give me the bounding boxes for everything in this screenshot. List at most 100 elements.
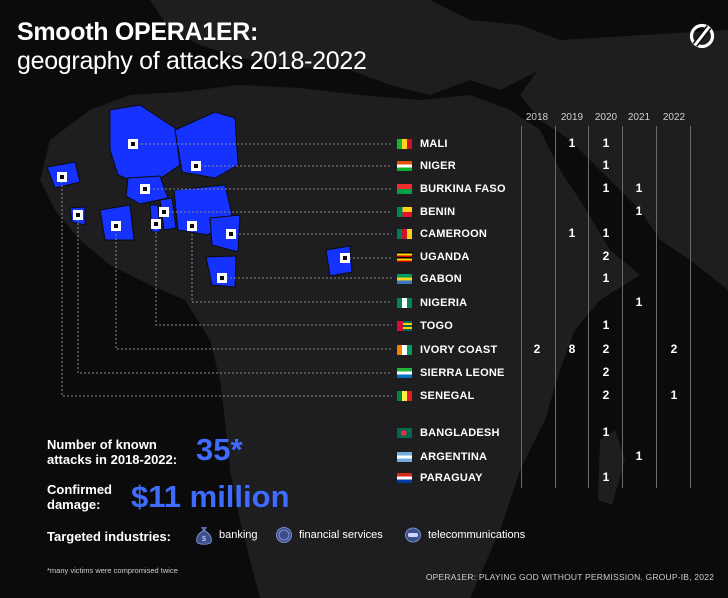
- country-row: TOGO: [397, 318, 453, 334]
- column-divider: [656, 126, 657, 488]
- country-row: ARGENTINA: [397, 449, 487, 465]
- year-2018: 2018: [525, 112, 549, 123]
- attack-count-cell: 1: [602, 425, 610, 439]
- togo-flag-icon: [397, 321, 412, 331]
- country-row: PARAGUAY: [397, 470, 483, 486]
- country-row: MALI: [397, 136, 448, 152]
- column-divider: [622, 126, 623, 488]
- year-2020: 2020: [594, 112, 618, 123]
- region-cameroon: [209, 214, 241, 253]
- country-row: GABON: [397, 271, 462, 287]
- country-row: SENEGAL: [397, 388, 475, 404]
- title-line-1: Smooth OPERA1ER:: [17, 18, 259, 46]
- country-row: UGANDA: [397, 249, 469, 265]
- attack-count-cell: 1: [602, 226, 610, 240]
- gabon-flag-icon: [397, 274, 412, 284]
- country-row: BURKINA FASO: [397, 181, 506, 197]
- attack-count-cell: 2: [533, 342, 541, 356]
- attack-count-cell: 2: [602, 249, 610, 263]
- paraguay-flag-icon: [397, 473, 412, 483]
- year-2021: 2021: [627, 112, 651, 123]
- country-name: ARGENTINA: [420, 451, 488, 463]
- country-name: CAMEROON: [420, 228, 487, 240]
- country-row: NIGERIA: [397, 295, 467, 311]
- attack-count-cell: 1: [602, 271, 610, 285]
- burkina-flag-icon: [397, 184, 412, 194]
- leader-line-senegal: [61, 177, 392, 397]
- ivory-flag-icon: [397, 345, 412, 355]
- damage-label: Confirmed damage:: [47, 482, 112, 512]
- attacks-value: 35*: [196, 432, 243, 467]
- attack-count-cell: 2: [670, 342, 678, 356]
- country-name: BURKINA FASO: [420, 183, 506, 195]
- country-name: IVORY COAST: [420, 344, 498, 356]
- attack-count-cell: 1: [602, 158, 610, 172]
- attack-count-cell: 1: [635, 449, 643, 463]
- column-divider: [521, 126, 522, 488]
- damage-value: $11 million: [131, 479, 290, 514]
- bangladesh-flag-icon: [397, 428, 412, 438]
- country-row: BENIN: [397, 204, 455, 220]
- leader-line-togo: [155, 224, 392, 326]
- country-row: IVORY COAST: [397, 342, 497, 358]
- country-row: NIGER: [397, 158, 456, 174]
- industry-banking: $ banking: [195, 524, 258, 546]
- attack-count-cell: 1: [602, 181, 610, 195]
- europe-landmass: [150, 0, 560, 95]
- industry-label: telecommunications: [428, 529, 526, 541]
- industry-financial-services: financial services: [275, 524, 383, 546]
- column-divider: [588, 126, 589, 488]
- country-row: CAMEROON: [397, 226, 487, 242]
- attack-count-cell: 2: [602, 388, 610, 402]
- nigeria-flag-icon: [397, 298, 412, 308]
- sierra-flag-icon: [397, 368, 412, 378]
- map-markers: [57, 139, 350, 283]
- country-name: NIGERIA: [420, 297, 468, 309]
- source-credit: OPERA1ER: PLAYING GOD WITHOUT PERMISSION…: [425, 572, 714, 582]
- attack-count-cell: 1: [670, 388, 678, 402]
- argentina-flag-icon: [397, 452, 412, 462]
- svg-text:$: $: [202, 536, 206, 543]
- country-row: SIERRA LEONE: [397, 365, 505, 381]
- leader-lines: [61, 143, 392, 397]
- leader-line-sierra: [77, 215, 392, 374]
- year-2019: 2019: [560, 112, 584, 123]
- industry-label: financial services: [299, 529, 383, 541]
- country-name: BENIN: [420, 206, 456, 218]
- country-name: PARAGUAY: [420, 472, 483, 484]
- leader-line-nigeria: [191, 226, 392, 303]
- country-name: NIGER: [420, 160, 456, 172]
- country-row: BANGLADESH: [397, 425, 500, 441]
- mali-flag-icon: [397, 139, 412, 149]
- attack-count-cell: 8: [568, 342, 576, 356]
- middle-east-landmass: [520, 30, 728, 290]
- uganda-flag-icon: [397, 252, 412, 262]
- phone-icon: [405, 527, 421, 543]
- attack-count-cell: 1: [568, 136, 576, 150]
- region-niger: [174, 111, 239, 179]
- attack-count-cell: 2: [602, 365, 610, 379]
- footnote: *many victims were compromised twice: [47, 566, 178, 575]
- benin-flag-icon: [397, 207, 412, 217]
- country-name: BANGLADESH: [420, 427, 500, 439]
- attack-count-cell: 1: [602, 318, 610, 332]
- attacks-label: Number of known attacks in 2018-2022:: [47, 437, 178, 467]
- attack-count-cell: 1: [635, 204, 643, 218]
- cameroon-flag-icon: [397, 229, 412, 239]
- attack-count-cell: 1: [568, 226, 576, 240]
- madagascar-landmass: [598, 430, 625, 505]
- attack-count-cell: 2: [602, 342, 610, 356]
- page-title: Smooth OPERA1ER: geography of attacks 20…: [17, 18, 367, 76]
- country-name: SIERRA LEONE: [420, 367, 505, 379]
- senegal-flag-icon: [397, 391, 412, 401]
- column-divider: [690, 126, 691, 488]
- niger-flag-icon: [397, 161, 412, 171]
- country-name: UGANDA: [420, 251, 470, 263]
- coin-icon: [276, 527, 292, 543]
- title-line-2: geography of attacks 2018-2022: [17, 47, 367, 75]
- country-name: MALI: [420, 138, 448, 150]
- leader-line-ivory: [115, 226, 392, 350]
- attack-count-cell: 1: [635, 181, 643, 195]
